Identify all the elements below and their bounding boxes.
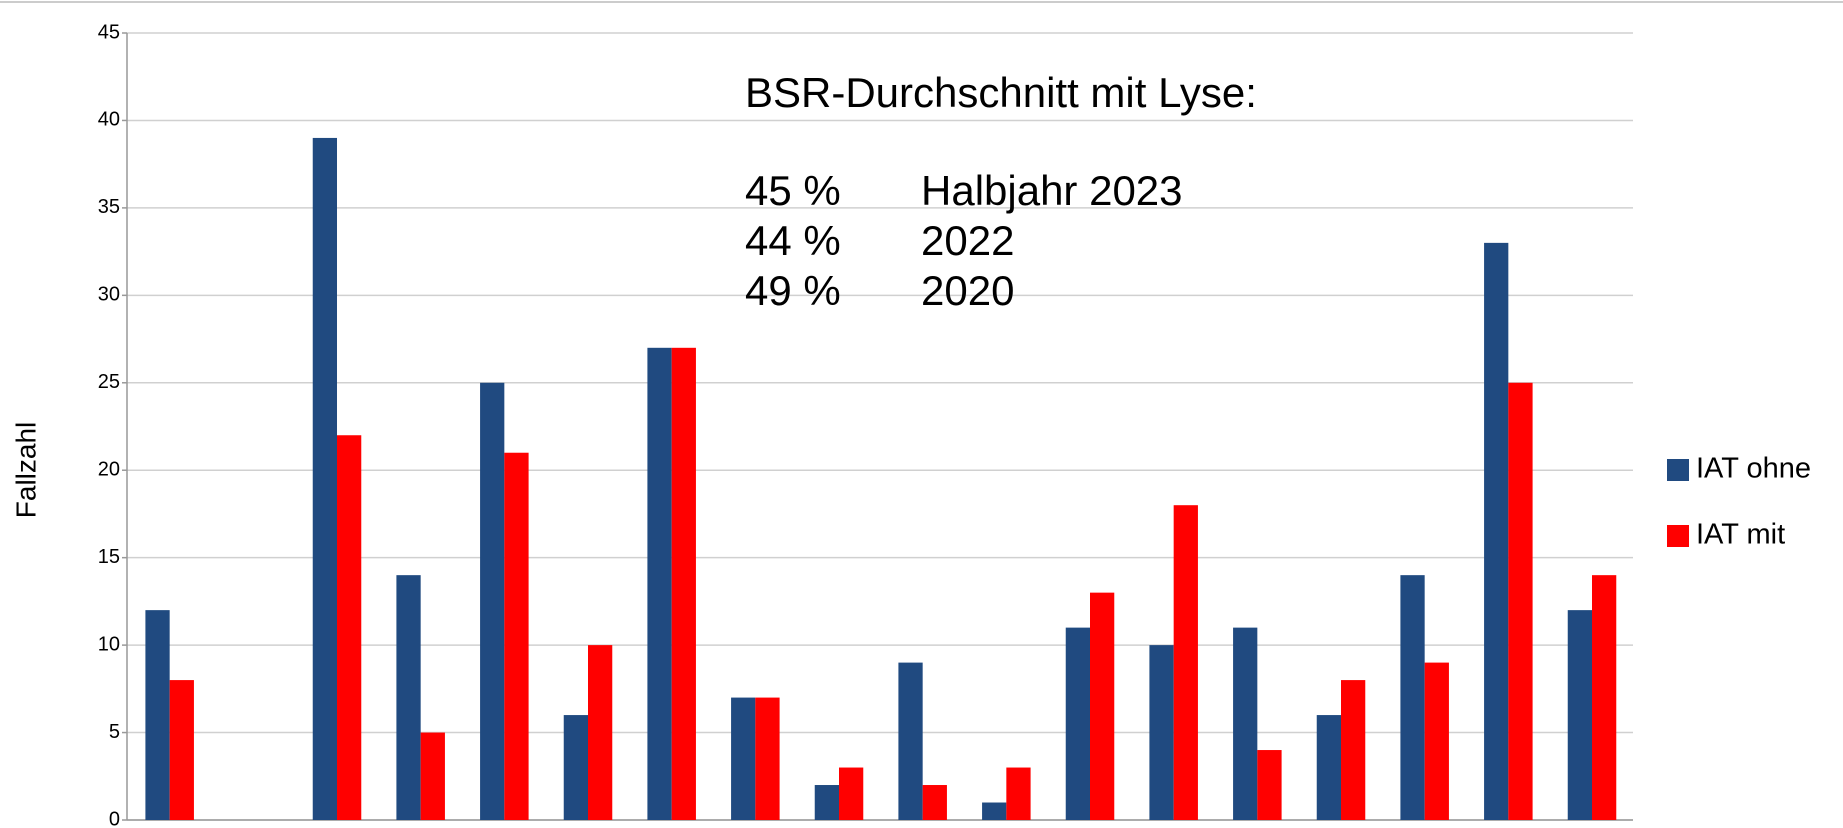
bar: [563, 715, 589, 820]
bar: [145, 610, 170, 820]
bar: [922, 785, 947, 820]
bar: [755, 697, 780, 820]
bar: [647, 347, 672, 820]
bar: [169, 680, 194, 820]
bar: [671, 347, 696, 820]
bar: [1006, 767, 1031, 820]
bar: [1316, 715, 1342, 820]
annotation-text: 44 %: [745, 217, 841, 264]
bar: [1341, 680, 1366, 820]
y-tick-label: 25: [98, 371, 120, 393]
legend-swatch: [1667, 459, 1689, 481]
annotation-title: BSR-Durchschnitt mit Lyse:: [745, 69, 1257, 116]
y-axis-label: Fallzahl: [10, 422, 41, 518]
bar: [588, 645, 613, 820]
y-tick-label: 45: [98, 21, 120, 43]
bar: [1257, 750, 1282, 820]
bar: [1592, 575, 1617, 820]
bar: [1149, 645, 1174, 820]
bar: [396, 575, 421, 820]
bar: [504, 452, 529, 820]
bar: [1065, 627, 1091, 820]
legend-swatch: [1667, 525, 1689, 547]
bar: [480, 382, 505, 820]
bar: [1484, 242, 1509, 820]
bar: [337, 435, 362, 820]
y-tick-label: 5: [109, 721, 120, 743]
y-tick-label: 20: [98, 459, 120, 481]
annotation-text: 49 %: [745, 267, 841, 314]
bar: [898, 662, 923, 820]
y-tick-label: 35: [98, 196, 120, 218]
bar: [312, 137, 338, 820]
bar: [839, 767, 864, 820]
annotation-text: 45 %: [745, 167, 841, 214]
bar: [1233, 627, 1258, 820]
bar: [420, 732, 445, 820]
bar: [731, 697, 756, 820]
bar: [814, 785, 840, 820]
y-tick-label: 0: [109, 808, 120, 828]
y-tick-label: 10: [98, 633, 120, 655]
annotation-text: Halbjahr 2023: [921, 167, 1183, 214]
bar: [982, 802, 1007, 820]
y-tick-label: 40: [98, 109, 120, 131]
y-tick-label: 30: [98, 284, 120, 306]
bar: [1567, 610, 1593, 820]
bar: [1424, 662, 1449, 820]
legend-label: IAT mit: [1696, 519, 1785, 551]
y-tick-label: 15: [98, 546, 120, 568]
legend-label: IAT ohne: [1696, 453, 1811, 485]
bar: [1400, 575, 1425, 820]
bar: [1173, 505, 1198, 820]
bar: [1508, 382, 1533, 820]
bar: [1090, 592, 1115, 820]
annotation-text: 2020: [921, 267, 1014, 314]
annotation-text: 2022: [921, 217, 1014, 264]
